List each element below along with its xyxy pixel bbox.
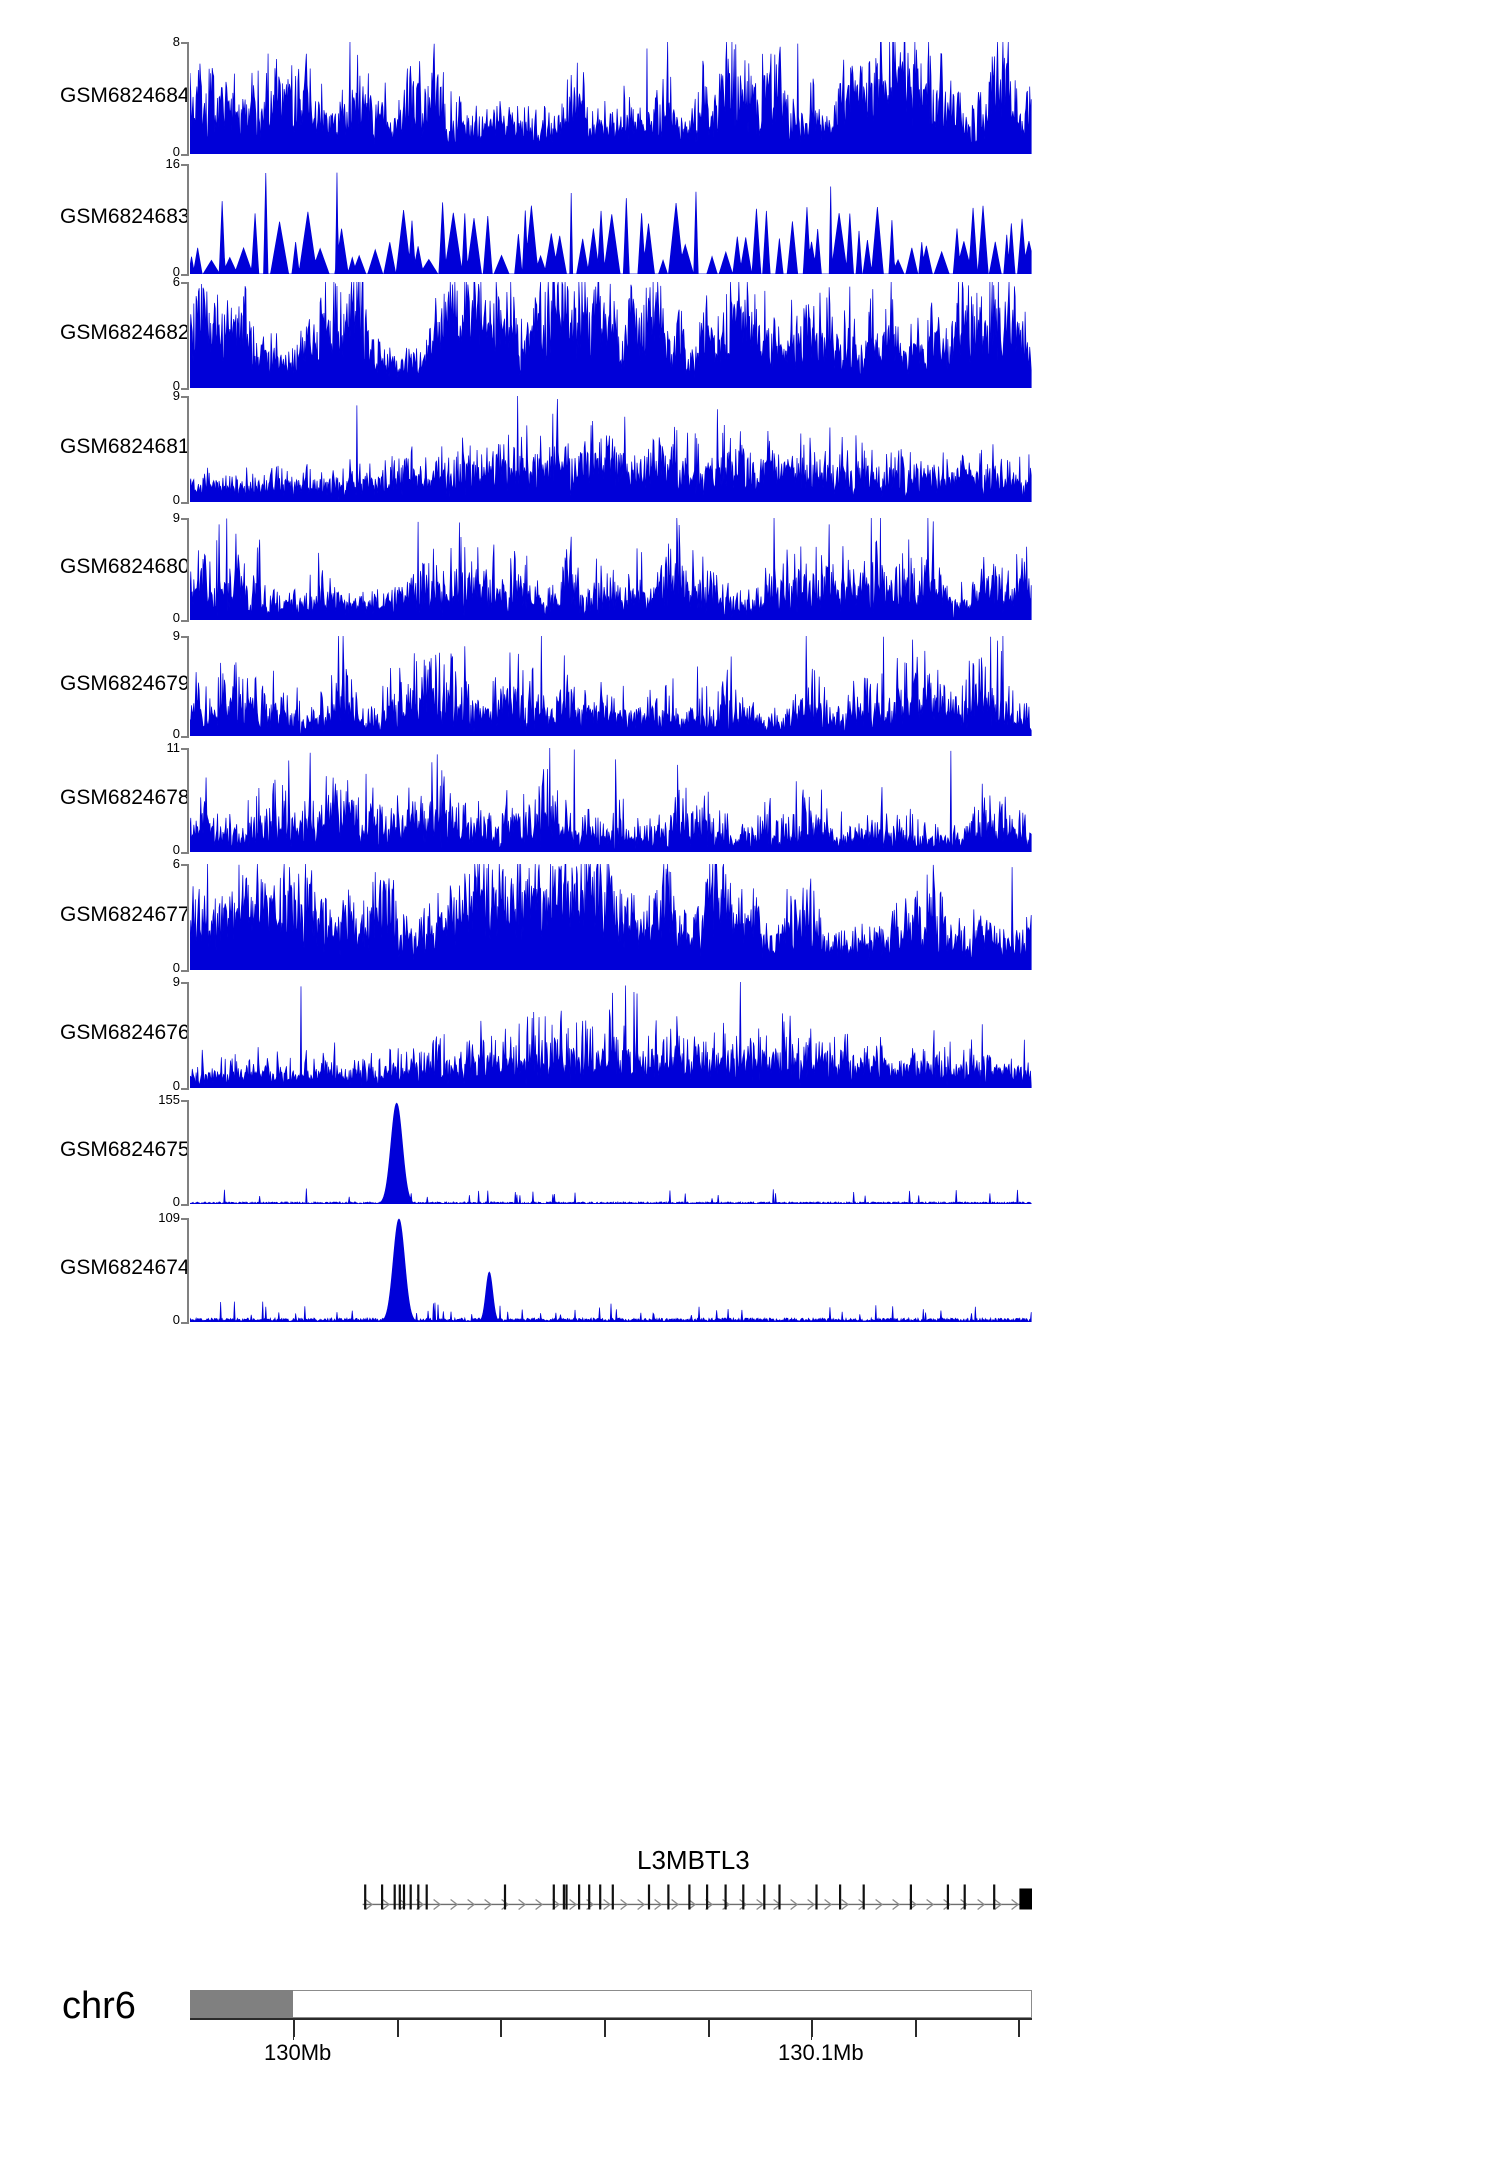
y-axis-top-tick (181, 636, 189, 638)
ruler-tick (604, 2019, 606, 2037)
gene-name-label: L3MBTL3 (637, 1845, 750, 1875)
y-axis-line (187, 164, 189, 274)
y-axis-max-label: 9 (172, 388, 180, 403)
y-axis-min-label: 0 (172, 1078, 180, 1093)
y-axis-max-label: 16 (165, 156, 180, 171)
y-axis-min-label: 0 (172, 378, 180, 393)
chromosome-label: chr6 (62, 1985, 136, 2027)
y-axis-bottom-tick (181, 620, 189, 622)
coverage-plot-gsm6824684[interactable] (190, 42, 1032, 154)
ruler-tick (811, 2019, 813, 2037)
y-axis-min-label: 0 (172, 144, 180, 159)
track-label-gsm6824682: GSM6824682 (60, 321, 190, 344)
ideogram-band (190, 1990, 293, 2018)
y-axis-line (187, 864, 189, 970)
y-axis-bottom-tick (181, 274, 189, 276)
track-label-gsm6824683: GSM6824683 (60, 205, 190, 228)
y-axis-bottom-tick (181, 970, 189, 972)
ruler-leader-line (811, 2018, 812, 2040)
y-axis-bottom-tick (181, 852, 189, 854)
ruler-label: 130Mb (264, 2040, 332, 2065)
y-axis-bottom-tick (181, 154, 189, 156)
y-axis-min-label: 0 (172, 264, 180, 279)
y-axis-bottom-tick (181, 1322, 189, 1324)
y-axis-min-label: 0 (172, 492, 180, 507)
track-label-gsm6824681: GSM6824681 (60, 435, 190, 458)
y-axis-min-label: 0 (172, 726, 180, 741)
coverage-plot-gsm6824678[interactable] (190, 748, 1032, 852)
y-axis-min-label: 0 (172, 1312, 180, 1327)
y-axis-max-label: 109 (158, 1210, 180, 1225)
y-axis-top-tick (181, 1100, 189, 1102)
y-axis-line (187, 748, 189, 852)
track-label-gsm6824677: GSM6824677 (60, 903, 190, 926)
y-axis-max-label: 8 (172, 34, 180, 49)
coverage-plot-gsm6824676[interactable] (190, 982, 1032, 1088)
y-axis-max-label: 6 (172, 856, 180, 871)
y-axis-min-label: 0 (172, 842, 180, 857)
y-axis-min-label: 0 (172, 1194, 180, 1209)
coverage-plot-gsm6824681[interactable] (190, 396, 1032, 502)
y-axis-top-tick (181, 282, 189, 284)
track-label-gsm6824678: GSM6824678 (60, 786, 190, 809)
ideogram-outline[interactable] (190, 1990, 1032, 2018)
y-axis-max-label: 11 (166, 740, 181, 755)
chromosome-axis-row: chr6 130Mb 130.1Mb (0, 0, 1500, 2065)
y-axis-line (187, 636, 189, 736)
coverage-plot-gsm6824683[interactable] (190, 164, 1032, 274)
ruler-label: 130.1Mb (778, 2040, 864, 2065)
y-axis-line (187, 396, 189, 502)
y-axis-line (187, 1100, 189, 1204)
track-label-gsm6824676: GSM6824676 (60, 1021, 190, 1044)
coverage-plot-gsm6824674[interactable] (190, 1218, 1032, 1322)
track-label-gsm6824674: GSM6824674 (60, 1256, 190, 1279)
coverage-plot-gsm6824677[interactable] (190, 864, 1032, 970)
y-axis-top-tick (181, 748, 189, 750)
y-axis-max-label: 155 (158, 1092, 180, 1107)
track-label-gsm6824680: GSM6824680 (60, 555, 190, 578)
y-axis-bottom-tick (181, 736, 189, 738)
ruler-tick (397, 2019, 399, 2037)
y-axis-bottom-tick (181, 388, 189, 390)
y-axis-max-label: 6 (172, 274, 180, 289)
ruler-tick (708, 2019, 710, 2037)
y-axis-top-tick (181, 518, 189, 520)
ruler-tick (1018, 2019, 1020, 2037)
y-axis-top-tick (181, 42, 189, 44)
track-label-gsm6824675: GSM6824675 (60, 1138, 190, 1161)
y-axis-max-label: 9 (172, 510, 180, 525)
y-axis-line (187, 42, 189, 154)
y-axis-line (187, 982, 189, 1088)
track-label-gsm6824679: GSM6824679 (60, 672, 190, 695)
y-axis-top-tick (181, 164, 189, 166)
gene-model-track[interactable]: L3MBTL3 (0, 0, 1500, 1910)
ruler-tick (500, 2019, 502, 2037)
y-axis-bottom-tick (181, 502, 189, 504)
coverage-plot-gsm6824679[interactable] (190, 636, 1032, 736)
y-axis-min-label: 0 (172, 960, 180, 975)
y-axis-min-label: 0 (172, 610, 180, 625)
gene-model-glyph[interactable] (190, 1880, 1032, 1914)
y-axis-max-label: 9 (172, 628, 180, 643)
track-label-gsm6824684: GSM6824684 (60, 84, 190, 107)
y-axis-line (187, 282, 189, 388)
coverage-plot-gsm6824680[interactable] (190, 518, 1032, 620)
coverage-plot-gsm6824675[interactable] (190, 1100, 1032, 1204)
genomic-ruler (190, 2018, 1032, 2020)
y-axis-bottom-tick (181, 1204, 189, 1206)
y-axis-max-label: 9 (172, 974, 180, 989)
ruler-tick (915, 2019, 917, 2037)
y-axis-top-tick (181, 1218, 189, 1220)
coverage-plot-gsm6824682[interactable] (190, 282, 1032, 388)
y-axis-top-tick (181, 982, 189, 984)
y-axis-bottom-tick (181, 1088, 189, 1090)
ruler-leader-line (293, 2018, 294, 2040)
y-axis-top-tick (181, 864, 189, 866)
y-axis-top-tick (181, 396, 189, 398)
y-axis-line (187, 1218, 189, 1322)
y-axis-line (187, 518, 189, 620)
ruler-tick (293, 2019, 295, 2037)
